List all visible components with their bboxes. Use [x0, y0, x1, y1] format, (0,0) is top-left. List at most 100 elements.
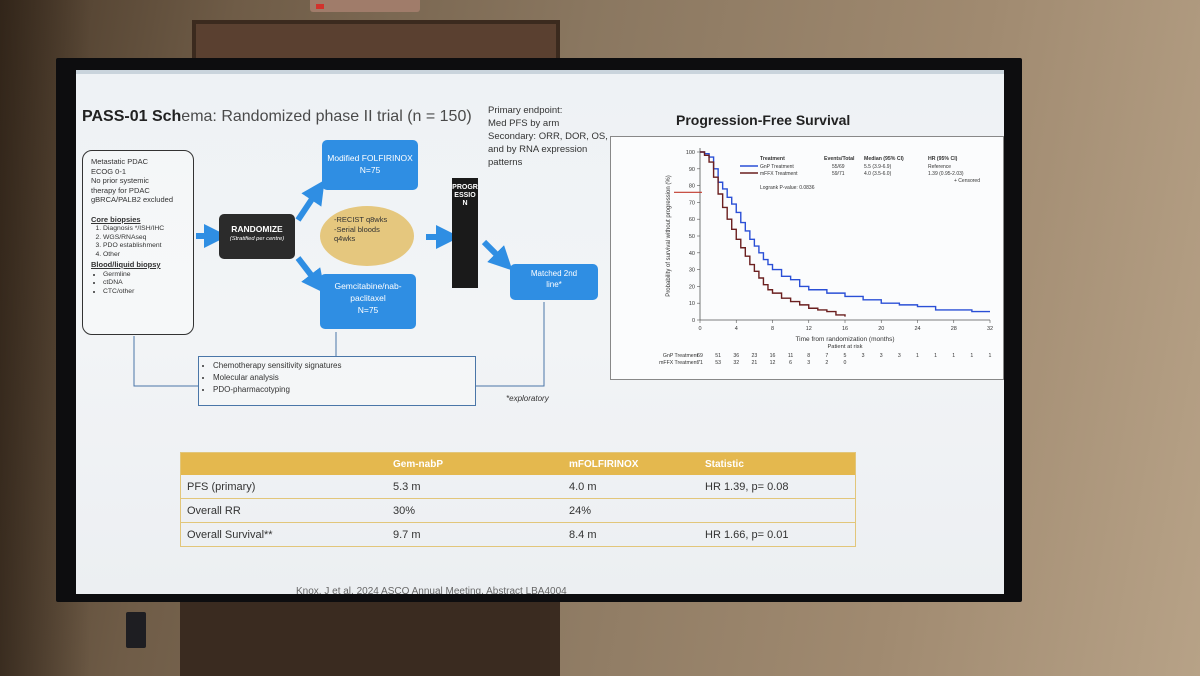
y-axis-label: Probability of survival without progress… [666, 175, 672, 296]
legend-name: GnP Treatment [760, 164, 794, 170]
slide-top-bar [76, 70, 1004, 74]
legend-median: 4.0 (3.5-6.0) [864, 171, 892, 177]
statistic-value: HR 1.66, p= 0.01 [699, 522, 856, 547]
translational-list: Chemotherapy sensitivity signatures Mole… [203, 360, 475, 396]
at-risk-series-label: GnP Treatment [663, 353, 699, 359]
core-biopsies-heading: Core biopsies [91, 214, 141, 224]
x-tick-label: 32 [987, 326, 993, 332]
results-header-cell: Statistic [699, 452, 856, 475]
eligibility-line: ECOG 0-1 [91, 166, 127, 176]
x-tick-label: 20 [878, 326, 884, 332]
arm-mffx-n: N=75 [359, 165, 381, 175]
at-risk-count: 1 [989, 353, 992, 359]
mffx-value: 8.4 m [563, 522, 699, 547]
eligibility-box: Metastatic PDAC ECOG 0-1 No prior system… [82, 150, 194, 335]
at-risk-count: 3 [880, 353, 883, 359]
randomize-sub: (Stratified per centre) [229, 236, 285, 242]
chart-frame [610, 136, 1004, 380]
mffx-value: 4.0 m [563, 475, 699, 499]
arm-gem-n: N=75 [357, 305, 379, 315]
row-label: Overall RR [180, 498, 387, 523]
at-risk-count: 8 [807, 353, 810, 359]
at-risk-heading: Patient at risk [827, 344, 862, 350]
at-risk-count: 0 [844, 360, 847, 366]
at-risk-count: 69 [697, 353, 703, 359]
legend-logrank: Logrank P-value: 0.0836 [760, 185, 815, 191]
at-risk-count: 36 [733, 353, 739, 359]
gem-value: 5.3 m [387, 475, 563, 499]
y-tick-label: 70 [689, 200, 695, 206]
km-curve-gnp-treatment [700, 151, 990, 313]
blood-biopsy-heading: Blood/liquid biopsy [91, 260, 161, 269]
arm-gem-box: Gemcitabine/nab-paclitaxel N=75 [320, 274, 416, 329]
legend-header: HR (95% CI) [928, 156, 958, 162]
eligibility-line: gBRCA/PALB2 excluded [91, 195, 173, 204]
eligibility-lines: Metastatic PDAC ECOG 0-1 No prior system… [91, 157, 185, 205]
at-risk-series-label: mFFX Treatment [659, 360, 698, 366]
core-biopsy-item: WGS/RNAseq [103, 234, 185, 243]
progression-bar: PROGRESSION [452, 178, 478, 288]
at-risk-count: 21 [751, 360, 757, 366]
legend-name: mFFX Treatment [760, 171, 798, 177]
statistic-value: HR 1.39, p= 0.08 [699, 475, 856, 499]
schema-connectors [133, 180, 545, 387]
eligibility-line: Metastatic PDAC [91, 157, 149, 166]
arm-gem-name: Gemcitabine/nab-paclitaxel [334, 281, 402, 303]
blood-biopsy-item: Germline [103, 271, 185, 280]
x-tick-label: 0 [698, 326, 701, 332]
citation: Knox, J et al. 2024 ASCO Annual Meeting,… [296, 586, 567, 594]
slide-title-main: PASS-01 Sch [82, 108, 182, 125]
legend-header: Median (95% CI) [864, 156, 904, 162]
legend-hr: 1.39 (0.95-2.03) [928, 171, 964, 177]
door-lower [180, 600, 560, 676]
eligibility-line: therapy for PDAC [91, 185, 150, 195]
at-risk-count: 1 [970, 353, 973, 359]
x-tick-label: 24 [914, 326, 920, 332]
at-risk-count: 3 [862, 353, 865, 359]
y-tick-label: 100 [686, 150, 695, 156]
x-tick-label: 16 [842, 326, 848, 332]
at-risk-count: 3 [807, 360, 810, 366]
at-risk-count: 16 [770, 353, 776, 359]
results-header-cell [180, 452, 387, 475]
legend-censored: + Censored [954, 178, 980, 184]
at-risk-count: 7 [825, 353, 828, 359]
core-biopsy-item: PDO establishment [103, 242, 185, 251]
y-tick-label: 90 [689, 167, 695, 173]
results-table: Gem-nabP mFOLFIRINOX Statistic PFS (prim… [180, 452, 856, 547]
row-label: PFS (primary) [180, 475, 387, 499]
arm-mffx-box: Modified FOLFIRINOX N=75 [322, 140, 418, 190]
blood-biopsy-item: ctDNA [103, 279, 185, 288]
y-tick-label: 40 [689, 251, 695, 257]
legend-events: 59/71 [832, 171, 845, 177]
at-risk-count: 6 [789, 360, 792, 366]
blood-biopsy-item: CTC/other [103, 288, 185, 297]
slide-title: PASS-01 Schema: Randomized phase II tria… [82, 108, 472, 126]
gem-value: 30% [387, 498, 563, 523]
y-tick-label: 30 [689, 268, 695, 274]
arm-mffx-name: Modified FOLFIRINOX [327, 153, 413, 163]
randomize-box: RANDOMIZE (Stratified per centre) [219, 214, 295, 259]
table-row: Overall Survival** 9.7 m 8.4 m HR 1.66, … [180, 522, 856, 547]
y-tick-label: 50 [689, 234, 695, 240]
x-tick-label: 8 [771, 326, 774, 332]
at-risk-count: 1 [934, 353, 937, 359]
randomize-label: RANDOMIZE [231, 224, 283, 234]
translational-item: Chemotherapy sensitivity signatures [213, 360, 475, 372]
legend-header: Events/Total [824, 156, 855, 162]
eligibility-line: No prior systemic [91, 176, 149, 185]
blood-biopsy-list: Germline ctDNA CTC/other [91, 271, 185, 297]
endpoint-text: Primary endpoint: Med PFS by arm Seconda… [488, 105, 608, 168]
at-risk-count: 3 [898, 353, 901, 359]
y-tick-label: 20 [689, 284, 695, 290]
mffx-value: 24% [563, 498, 699, 523]
at-risk-count: 71 [697, 360, 703, 366]
x-axis-label: Time from randomization (months) [795, 336, 894, 343]
wall-keypad [126, 612, 146, 648]
at-risk-count: 23 [751, 353, 757, 359]
chart-title: Progression-Free Survival [676, 112, 851, 128]
at-risk-count: 5 [844, 353, 847, 359]
gem-value: 9.7 m [387, 522, 563, 547]
at-risk-count: 32 [733, 360, 739, 366]
